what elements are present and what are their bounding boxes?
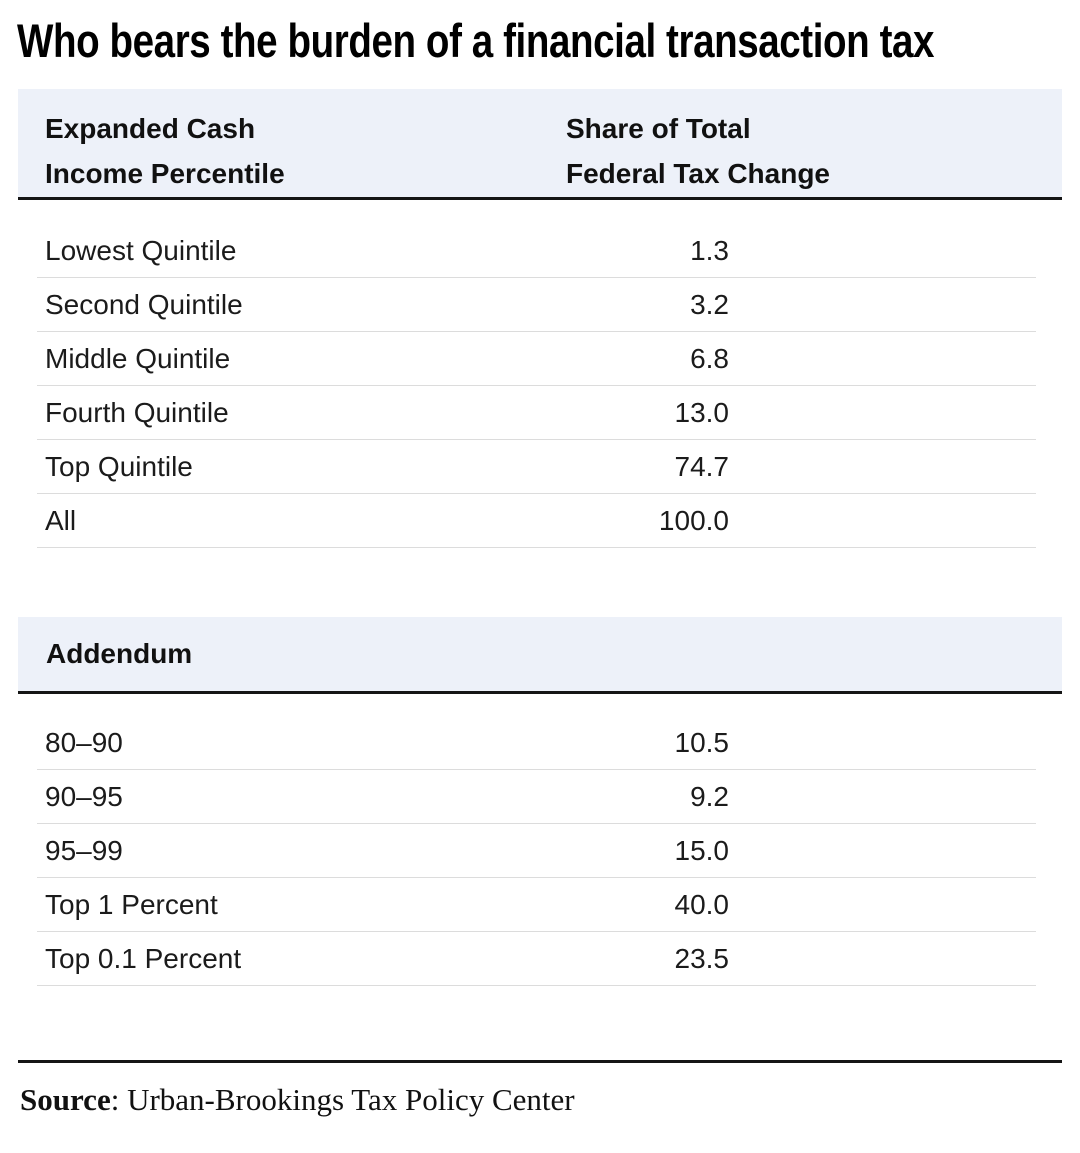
row-label: Top 0.1 Percent: [45, 942, 242, 974]
row-value: 23.5: [674, 942, 730, 974]
table-row: Fourth Quintile 13.0: [37, 386, 1036, 440]
row-value: 3.2: [690, 288, 729, 320]
footer-rule: [18, 1060, 1062, 1063]
main-table-rows: Lowest Quintile 1.3 Second Quintile 3.2 …: [0, 224, 1080, 548]
page-title: Who bears the burden of a financial tran…: [17, 14, 1080, 68]
row-label: Middle Quintile: [45, 342, 231, 374]
col-header-income-line2: Income Percentile: [45, 158, 285, 189]
row-label: Fourth Quintile: [45, 396, 229, 428]
source-text: : Urban-Brookings Tax Policy Center: [110, 1082, 575, 1117]
table-row: Middle Quintile 6.8: [37, 332, 1036, 386]
col-header-tax-line1: Share of Total: [566, 113, 751, 144]
table-row: Lowest Quintile 1.3: [37, 224, 1036, 278]
source-label: Source: [20, 1082, 111, 1117]
row-label: Top Quintile: [45, 450, 193, 482]
row-value: 74.7: [674, 450, 730, 482]
addendum-header: Addendum: [46, 638, 193, 669]
row-label: 90–95: [45, 780, 123, 812]
row-value: 40.0: [674, 888, 730, 920]
table-row: 80–90 10.5: [37, 716, 1036, 770]
row-value: 6.8: [690, 342, 729, 374]
addendum-table-rows: 80–90 10.5 90–95 9.2 95–99 15.0 Top 1 Pe…: [0, 716, 1080, 986]
table-row: 90–95 9.2: [37, 770, 1036, 824]
row-value: 15.0: [674, 834, 730, 866]
addendum-header-band: Addendum: [18, 617, 1062, 694]
row-value: 13.0: [674, 396, 730, 428]
table-row: Top 1 Percent 40.0: [37, 878, 1036, 932]
row-label: All: [45, 504, 77, 536]
source-line: Source: Urban-Brookings Tax Policy Cente…: [20, 1082, 1080, 1118]
row-label: 80–90: [45, 726, 123, 758]
row-label: Second Quintile: [45, 288, 243, 320]
table-row: All 100.0: [37, 494, 1036, 548]
row-value: 9.2: [690, 780, 729, 812]
page-title-text: Who bears the burden of a financial tran…: [17, 14, 935, 67]
table-row: Second Quintile 3.2: [37, 278, 1036, 332]
row-value: 1.3: [690, 234, 729, 266]
row-value: 100.0: [658, 504, 729, 536]
col-header-tax-line2: Federal Tax Change: [566, 158, 831, 189]
table-row: 95–99 15.0: [37, 824, 1036, 878]
col-header-income-line1: Expanded Cash: [45, 113, 256, 144]
table-row: Top 0.1 Percent 23.5: [37, 932, 1036, 986]
row-label: Lowest Quintile: [45, 234, 237, 266]
col-header-tax-share: Share of Total Federal Tax Change: [566, 106, 830, 196]
row-label: Top 1 Percent: [45, 888, 218, 920]
table-header-band: Expanded Cash Income Percentile Share of…: [18, 89, 1062, 200]
row-label: 95–99: [45, 834, 123, 866]
table-row: Top Quintile 74.7: [37, 440, 1036, 494]
col-header-income-percentile: Expanded Cash Income Percentile: [45, 106, 1062, 196]
row-value: 10.5: [674, 726, 730, 758]
